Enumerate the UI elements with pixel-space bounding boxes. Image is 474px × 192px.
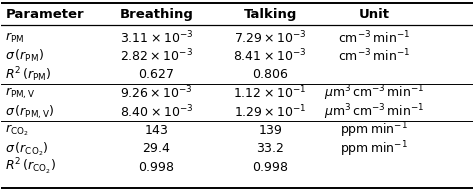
Text: $8.41 \times 10^{-3}$: $8.41 \times 10^{-3}$ bbox=[233, 48, 307, 65]
Text: $r_{\mathrm{PM}}$: $r_{\mathrm{PM}}$ bbox=[5, 31, 25, 45]
Text: $33.2$: $33.2$ bbox=[256, 142, 284, 155]
Text: $1.29 \times 10^{-1}$: $1.29 \times 10^{-1}$ bbox=[234, 103, 306, 120]
Text: $r_{\mathrm{CO_2}}$: $r_{\mathrm{CO_2}}$ bbox=[5, 122, 29, 138]
Text: $29.4$: $29.4$ bbox=[142, 142, 171, 155]
Text: Unit: Unit bbox=[358, 7, 390, 21]
Text: $0.998$: $0.998$ bbox=[138, 161, 175, 174]
Text: Parameter: Parameter bbox=[5, 7, 84, 21]
Text: $9.26 \times 10^{-3}$: $9.26 \times 10^{-3}$ bbox=[120, 85, 193, 102]
Text: $0.806$: $0.806$ bbox=[252, 68, 288, 81]
Text: $0.998$: $0.998$ bbox=[252, 161, 289, 174]
Text: Talking: Talking bbox=[243, 7, 297, 21]
Text: $8.40 \times 10^{-3}$: $8.40 \times 10^{-3}$ bbox=[120, 103, 193, 120]
Text: $\sigma\,(r_{\mathrm{PM}})$: $\sigma\,(r_{\mathrm{PM}})$ bbox=[5, 48, 45, 64]
Text: $\mathrm{cm}^{-3}\,\mathrm{min}^{-1}$: $\mathrm{cm}^{-3}\,\mathrm{min}^{-1}$ bbox=[338, 30, 410, 46]
Text: $\mu\mathrm{m}^{3}\,\mathrm{cm}^{-3}\,\mathrm{min}^{-1}$: $\mu\mathrm{m}^{3}\,\mathrm{cm}^{-3}\,\m… bbox=[324, 102, 424, 122]
Text: $\mathrm{cm}^{-3}\,\mathrm{min}^{-1}$: $\mathrm{cm}^{-3}\,\mathrm{min}^{-1}$ bbox=[338, 48, 410, 65]
Text: $3.11 \times 10^{-3}$: $3.11 \times 10^{-3}$ bbox=[120, 30, 193, 46]
Text: $R^2\,(r_{\mathrm{PM}})$: $R^2\,(r_{\mathrm{PM}})$ bbox=[5, 65, 52, 84]
Text: $139$: $139$ bbox=[258, 124, 283, 137]
Text: $R^2\,(r_{\mathrm{CO_2}})$: $R^2\,(r_{\mathrm{CO_2}})$ bbox=[5, 157, 56, 177]
Text: $2.82 \times 10^{-3}$: $2.82 \times 10^{-3}$ bbox=[120, 48, 193, 65]
Text: $1.12 \times 10^{-1}$: $1.12 \times 10^{-1}$ bbox=[234, 85, 307, 102]
Text: $\sigma\,(r_{\mathrm{PM,V}})$: $\sigma\,(r_{\mathrm{PM,V}})$ bbox=[5, 103, 55, 121]
Text: $7.29 \times 10^{-3}$: $7.29 \times 10^{-3}$ bbox=[234, 30, 306, 46]
Text: $\mathrm{ppm}\,\mathrm{min}^{-1}$: $\mathrm{ppm}\,\mathrm{min}^{-1}$ bbox=[340, 139, 408, 159]
Text: $\mathrm{ppm}\,\mathrm{min}^{-1}$: $\mathrm{ppm}\,\mathrm{min}^{-1}$ bbox=[340, 121, 408, 140]
Text: $r_{\mathrm{PM,V}}$: $r_{\mathrm{PM,V}}$ bbox=[5, 86, 36, 101]
Text: $\mu\mathrm{m}^{3}\,\mathrm{cm}^{-3}\,\mathrm{min}^{-1}$: $\mu\mathrm{m}^{3}\,\mathrm{cm}^{-3}\,\m… bbox=[324, 84, 424, 103]
Text: $143$: $143$ bbox=[144, 124, 169, 137]
Text: Breathing: Breathing bbox=[120, 7, 193, 21]
Text: $0.627$: $0.627$ bbox=[138, 68, 175, 81]
Text: $\sigma\,(r_{\mathrm{CO_2}})$: $\sigma\,(r_{\mathrm{CO_2}})$ bbox=[5, 140, 49, 158]
